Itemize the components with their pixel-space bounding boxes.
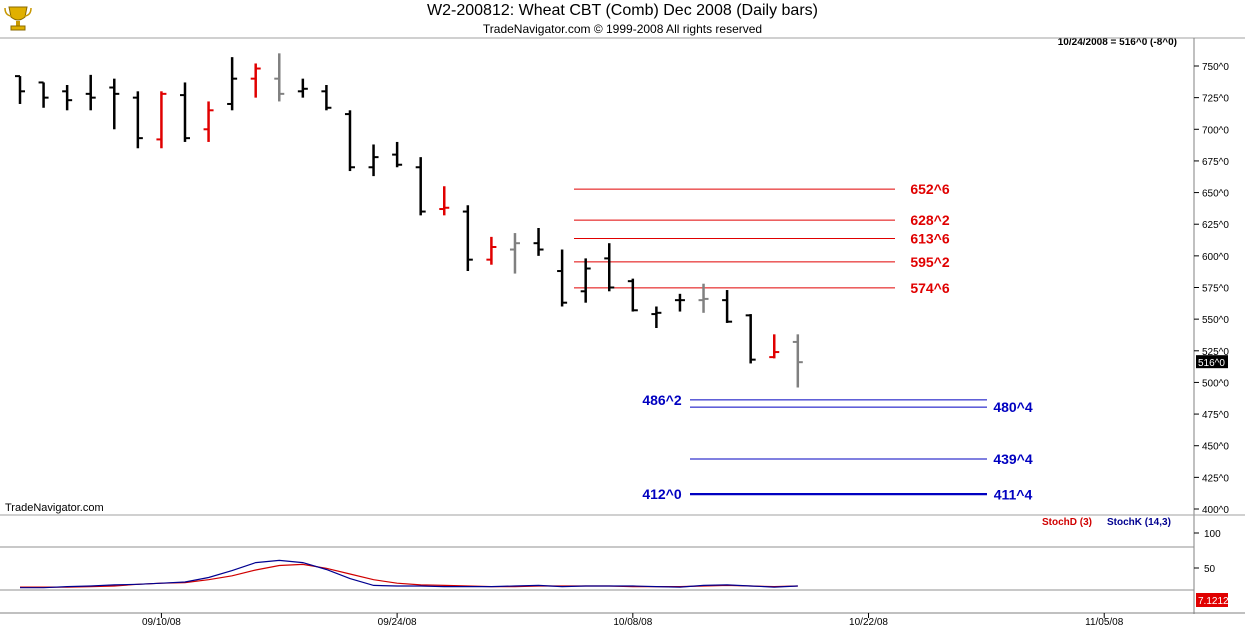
ohlc-bar — [227, 57, 238, 111]
ohlc-bar — [15, 75, 25, 104]
y-tick-label: 625^0 — [1202, 220, 1229, 231]
legend-stoch-k: StochK (14,3) — [1107, 517, 1171, 528]
x-tick-label: 09/24/08 — [378, 617, 417, 628]
ohlc-bar — [462, 205, 473, 272]
x-tick-label: 10/22/08 — [849, 617, 888, 628]
level-label: 595^2 — [910, 254, 950, 270]
ohlc-bar — [203, 101, 214, 142]
ohlc-bar — [580, 258, 591, 303]
ohlc-bar — [627, 278, 638, 312]
ohlc-bar — [250, 63, 261, 98]
ohlc-bar — [85, 74, 96, 111]
ohlc-bar — [392, 141, 403, 168]
y-tick-label: 600^0 — [1202, 252, 1229, 263]
ohlc-bar — [674, 293, 685, 312]
level-label: 480^4 — [993, 399, 1033, 415]
y-tick-label: 700^0 — [1202, 125, 1229, 136]
y-tick-label: 750^0 — [1202, 62, 1229, 73]
level-label: 613^6 — [910, 230, 950, 246]
stoch-d-line — [20, 563, 798, 588]
legend-stoch-d: StochD (3) — [1042, 517, 1092, 528]
y-tick-label: 525^0 — [1202, 347, 1229, 358]
stoch-last-value-label: 7.1212 — [1198, 596, 1229, 607]
ohlc-bar — [769, 334, 780, 359]
ohlc-bar — [297, 78, 308, 98]
ohlc-bar — [274, 53, 285, 102]
gold-trophy-icon — [4, 6, 32, 31]
y-tick-label: 650^0 — [1202, 189, 1229, 200]
ohlc-bar — [109, 78, 120, 130]
chart-subtitle: TradeNavigator.com © 1999-2008 All right… — [482, 22, 763, 36]
ohlc-bar — [698, 283, 709, 313]
x-tick-label: 11/05/08 — [1085, 617, 1124, 628]
stoch-tick-label: 50 — [1204, 564, 1216, 575]
ohlc-bar — [62, 84, 73, 111]
ohlc-bar — [38, 81, 49, 108]
level-label: 486^2 — [642, 392, 682, 408]
ohlc-bar — [509, 233, 520, 274]
ohlc-bar — [651, 306, 662, 329]
ohlc-bar — [792, 334, 803, 388]
ohlc-bar — [132, 91, 143, 149]
ohlc-bar — [344, 110, 355, 172]
y-tick-label: 500^0 — [1202, 378, 1229, 389]
level-label: 439^4 — [993, 451, 1033, 467]
y-tick-label: 450^0 — [1202, 442, 1229, 453]
last-price-label: 516^0 — [1198, 358, 1225, 369]
last-price-box — [1196, 355, 1228, 369]
y-tick-label: 575^0 — [1202, 284, 1229, 295]
ohlc-bar — [557, 249, 568, 307]
y-tick-label: 475^0 — [1202, 410, 1229, 421]
stoch-k-line — [20, 559, 798, 589]
watermark: TradeNavigator.com — [5, 502, 104, 514]
y-tick-label: 725^0 — [1202, 94, 1229, 105]
ohlc-bar — [156, 91, 167, 149]
chart-title: W2-200812: Wheat CBT (Comb) Dec 2008 (Da… — [427, 2, 818, 19]
stoch-tick-label: 100 — [1204, 529, 1221, 540]
level-label: 412^0 — [642, 486, 682, 502]
level-label: 628^2 — [910, 212, 950, 228]
ohlc-bar — [486, 236, 497, 265]
ohlc-bar — [368, 144, 379, 177]
level-label: 574^6 — [910, 280, 950, 296]
ohlc-bar — [604, 243, 615, 292]
level-label: 411^4 — [994, 486, 1033, 502]
y-tick-label: 425^0 — [1202, 473, 1229, 484]
y-tick-label: 550^0 — [1202, 315, 1229, 326]
ohlc-bar — [533, 228, 544, 256]
ohlc-bar — [415, 157, 426, 216]
ohlc-bar — [179, 82, 190, 142]
level-label: 652^6 — [910, 181, 950, 197]
last-bar-info: 10/24/2008 = 516^0 (-8^0) — [1057, 37, 1177, 48]
ohlc-bar — [321, 84, 332, 111]
ohlc-bar — [722, 290, 733, 323]
stoch-last-value-box — [1196, 593, 1228, 607]
ohlc-bar — [439, 186, 450, 216]
y-tick-label: 400^0 — [1202, 505, 1229, 516]
x-tick-label: 10/08/08 — [613, 617, 652, 628]
x-tick-label: 09/10/08 — [142, 617, 181, 628]
y-tick-label: 675^0 — [1202, 157, 1229, 168]
ohlc-bar — [745, 314, 756, 364]
